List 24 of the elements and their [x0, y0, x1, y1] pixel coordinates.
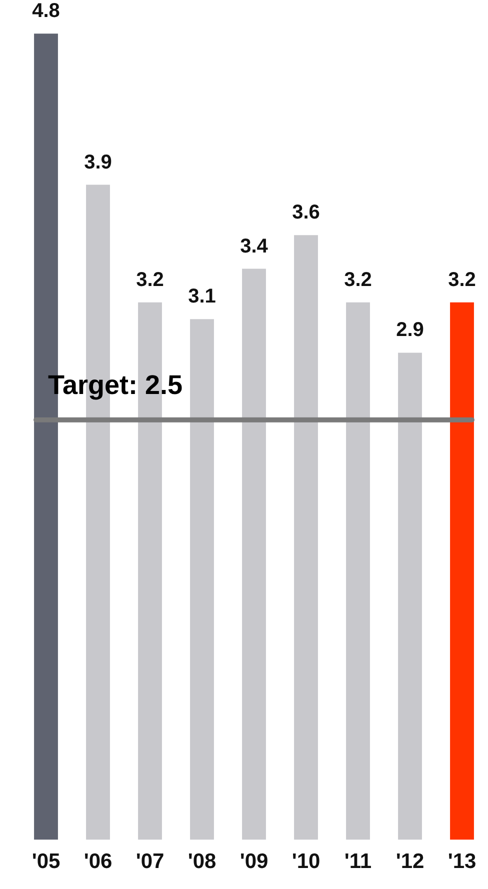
x-tick-label: '11: [344, 850, 372, 874]
bar: [242, 268, 266, 840]
data-label: 3.2: [136, 268, 164, 291]
bar: [346, 302, 370, 840]
x-tick-label: '07: [136, 850, 164, 874]
data-label: 3.2: [344, 268, 372, 291]
bar: [190, 319, 214, 840]
data-label: 3.9: [84, 151, 112, 174]
x-tick-label: '05: [32, 850, 60, 874]
bar: [450, 302, 474, 840]
x-tick-label: '12: [396, 850, 424, 874]
data-label: 3.4: [240, 235, 269, 258]
x-tick-label: '10: [292, 850, 320, 874]
x-tick-label: '08: [188, 850, 216, 874]
data-label: 3.2: [448, 268, 476, 291]
x-tick-label: '09: [240, 850, 268, 874]
data-label: 2.9: [396, 319, 424, 342]
data-label: 3.6: [292, 202, 320, 224]
x-tick-label: '06: [84, 850, 112, 874]
data-label: 3.1: [188, 286, 216, 308]
bar: [398, 352, 422, 840]
data-label: 4.8: [32, 0, 60, 22]
bar: [294, 235, 318, 840]
x-tick-label: '13: [448, 850, 476, 874]
